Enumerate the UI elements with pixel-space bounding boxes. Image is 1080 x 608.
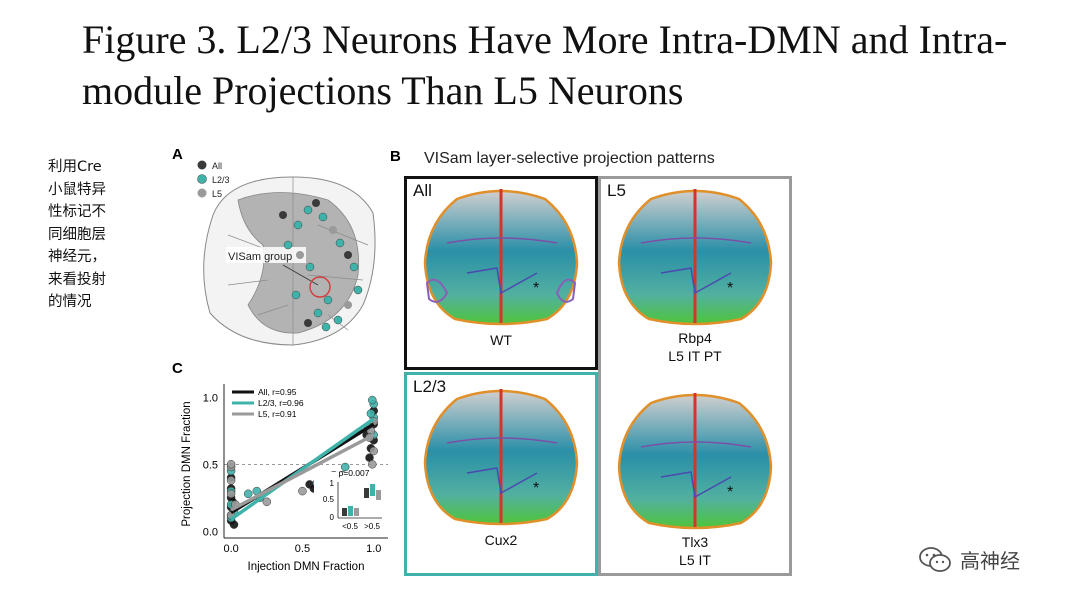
inset-box-high-all	[364, 488, 369, 498]
inset-y-tick: 1	[330, 479, 335, 488]
inset-boxplot: p=0.007 1 0.5 0 <0.5 >0.5	[314, 468, 386, 532]
caption-line-2: L5 IT	[679, 552, 711, 568]
x-tick-label: 1.0	[366, 543, 381, 555]
inset-box-low-all	[342, 508, 347, 516]
panel-b-box-all: All * WT	[404, 176, 598, 370]
y-tick-label: 0.5	[203, 459, 218, 471]
visam-group-label: VISam group	[228, 251, 292, 263]
y-tick-label: 1.0	[203, 392, 218, 404]
chart-axes	[223, 384, 388, 539]
box-label-l5: L5	[607, 181, 626, 200]
legend-dot-l23	[197, 174, 207, 184]
watermark-text: 高神经	[960, 549, 1020, 573]
brain-projection-image: *	[423, 389, 579, 526]
scatter-point-series-2	[369, 446, 378, 456]
box-caption-rbp4: Rbp4 L5 IT PT	[601, 329, 789, 365]
panel-a-legend: All L2/3 L5	[197, 160, 230, 199]
y-tick-label: 0.0	[203, 526, 218, 538]
chart-legend: All, r=0.95 L2/3, r=0.96 L5, r=0.91	[232, 387, 304, 419]
brain-projection-image: *	[617, 393, 773, 530]
panel-b-title: VISam layer-selective projection pattern…	[424, 150, 715, 167]
inset-y-tick: 0.5	[323, 495, 335, 504]
panel-b-label: B	[390, 148, 401, 165]
box-caption-tlx3: Tlx3 L5 IT	[601, 533, 789, 569]
inset-background	[314, 472, 386, 532]
side-note: 利用Cre小鼠特异性标记不同细胞层神经元，来看投射的情况	[48, 159, 106, 310]
scatter-point-series-2	[226, 489, 236, 499]
wechat-icon	[919, 546, 951, 572]
legend-dot-l5	[197, 188, 207, 198]
legend-label-l5: L5	[212, 189, 222, 199]
box-caption-cux2: Cux2	[484, 532, 518, 548]
legend-label-l23: L2/3, r=0.96	[258, 398, 304, 408]
x-tick-label: 0.5	[295, 543, 310, 555]
x-axis-label: Injection DMN Fraction	[248, 561, 365, 573]
scatter-point-series-2	[262, 497, 272, 507]
panel-c-label: C	[172, 360, 183, 377]
caption-line-2: L5 IT PT	[668, 348, 722, 364]
svg-text:*: *	[533, 280, 539, 297]
brain-projection-image: *	[617, 189, 773, 326]
legend-dot-all	[197, 160, 207, 170]
box-label-l23: L2/3	[413, 377, 447, 396]
svg-text:*: *	[727, 484, 733, 501]
legend-label-l23: L2/3	[212, 175, 230, 185]
inset-y-tick: 0	[330, 513, 335, 522]
inset-p-value: p=0.007	[339, 468, 370, 478]
caption-line-1: Rbp4	[678, 330, 712, 346]
panel-b-box-l5: L5 * Rbp4 L5 IT PT * Tlx3 L5 IT	[598, 176, 792, 576]
legend-label-l5: L5, r=0.91	[258, 409, 297, 419]
legend-label-all: All, r=0.95	[258, 387, 297, 397]
panel-a-label: A	[172, 146, 183, 163]
visam-label-box	[226, 247, 306, 263]
scatter-point-series-1	[340, 462, 350, 472]
slide-title: Figure 3. L2/3 Neurons Have More Intra-D…	[82, 17, 1008, 113]
box-caption-all: WT	[490, 332, 512, 348]
inset-x-tick: >0.5	[364, 522, 380, 531]
svg-text:*: *	[727, 280, 733, 297]
inset-box-low-l5	[354, 508, 359, 516]
scatter-point-series-2	[298, 486, 307, 496]
x-tick-label: 0.0	[223, 543, 238, 555]
inset-box-high-l5	[376, 490, 381, 500]
legend-label-all: All	[212, 161, 222, 171]
panel-b-box-l23: L2/3 * Cux2	[404, 372, 598, 576]
inset-box-low-l23	[348, 506, 353, 516]
injection-dots	[279, 199, 363, 332]
fit-line-series-1	[230, 417, 375, 521]
scatter-point-series-1	[243, 489, 253, 499]
inset-box-high-l23	[370, 484, 375, 496]
box-label-all: All	[413, 181, 432, 200]
scatter-point-series-1	[366, 409, 376, 418]
inset-x-tick: <0.5	[342, 522, 358, 531]
panel-a-figure: All L2/3 L5 VISam group	[197, 160, 376, 346]
y-axis-label: Projection DMN Fraction	[181, 401, 193, 526]
caption-line-1: Tlx3	[681, 534, 709, 550]
dmn-fraction-scatter-chart: 0.0 0.5 1.0 0.0 0.5 1.0 Injection DMN Fr…	[181, 384, 388, 573]
scatter-point-series-2	[226, 460, 236, 469]
scatter-point-series-1	[368, 395, 377, 405]
brain-projection-image: *	[423, 189, 579, 326]
scatter-point-series-2	[226, 476, 236, 485]
svg-text:*: *	[533, 480, 539, 497]
visam-highlight	[309, 276, 331, 298]
scatter-point-series-2	[368, 460, 377, 469]
wechat-watermark: 高神经	[918, 545, 1020, 574]
fit-line-series-2	[230, 433, 375, 512]
